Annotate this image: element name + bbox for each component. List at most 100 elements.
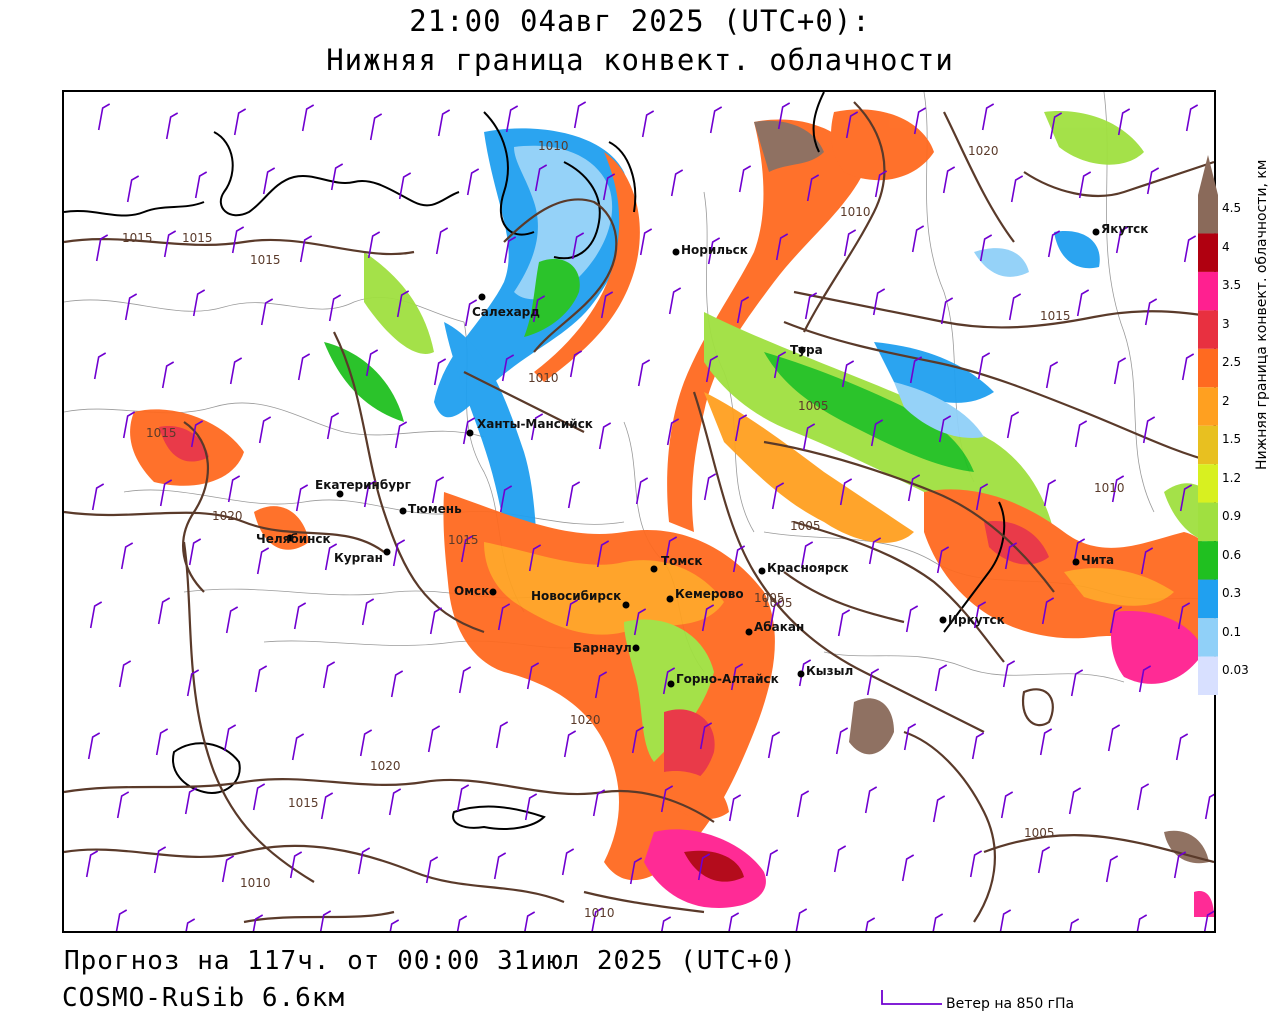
wind-barb <box>1068 787 1082 815</box>
wind-barb <box>1175 733 1189 761</box>
wind-barb <box>1144 298 1158 326</box>
colorbar-title: Нижняя граница конвект. облачности, км <box>1254 159 1270 470</box>
wind-barb <box>864 786 878 814</box>
wind-barb <box>433 358 447 386</box>
wind-barb <box>765 849 779 877</box>
wind-barb <box>330 163 344 191</box>
isobar-label: 1010 <box>528 371 559 385</box>
wind-barb <box>532 295 546 323</box>
wind-barb <box>1047 230 1061 258</box>
wind-barb <box>637 359 651 387</box>
wind-barb <box>942 166 956 194</box>
wind-barb <box>569 350 583 378</box>
wind-barb <box>565 599 579 627</box>
wind-barb <box>361 598 375 626</box>
wind-barb <box>223 724 237 752</box>
wind-barb <box>93 352 107 380</box>
svg-text:Тура: Тура <box>790 343 823 357</box>
wind-barb <box>289 851 303 879</box>
colorbar-tick-label: 0.1 <box>1222 624 1242 639</box>
wind-barb <box>165 112 179 140</box>
svg-text:Челябинск: Челябинск <box>256 532 331 546</box>
svg-text:Тюмень: Тюмень <box>408 502 462 516</box>
wind-barb <box>394 421 408 449</box>
wind-barb <box>845 111 859 139</box>
svg-text:Якутск: Якутск <box>1101 222 1148 236</box>
wind-barb <box>800 541 814 569</box>
wind-barb <box>322 661 336 689</box>
wind-barb <box>839 478 853 506</box>
colorbar-tick-label: 0.6 <box>1222 547 1242 562</box>
wind-barb <box>1111 475 1125 503</box>
wind-barb <box>1136 783 1150 811</box>
wind-barb <box>596 540 610 568</box>
wind-barb <box>1105 855 1119 883</box>
wind-barb <box>1074 420 1088 448</box>
wind-barb <box>1070 669 1084 697</box>
svg-text:Новосибирск: Новосибирск <box>531 589 621 603</box>
colorbar-segment <box>1198 502 1218 542</box>
wind-barb <box>592 789 606 817</box>
wind-barb <box>437 109 451 137</box>
wind-barb <box>297 353 311 381</box>
wind-barb <box>524 911 536 931</box>
colorbar-segment <box>1198 271 1218 311</box>
wind-barb <box>534 164 548 192</box>
wind-barb <box>1041 597 1055 625</box>
wind-barb <box>769 600 783 628</box>
wind-barb <box>837 609 851 637</box>
wind-barb <box>796 790 810 818</box>
wind-barb <box>1002 660 1016 688</box>
wind-barb <box>227 475 241 503</box>
isobar-label: 1005 <box>762 596 793 610</box>
wind-barb <box>120 542 134 570</box>
wind-barb <box>913 107 927 135</box>
wind-barb <box>186 669 200 697</box>
city-omsk: Омск <box>454 584 497 598</box>
wind-barb <box>670 169 684 197</box>
wind-barb <box>1140 547 1154 575</box>
wind-barb <box>1146 167 1160 195</box>
forecast-info: Прогноз на 117ч. от 00:00 31июл 2025 (UT… <box>64 946 797 976</box>
wind-barb <box>503 236 517 264</box>
wind-barb <box>973 601 987 629</box>
city-yakutsk: Якутск <box>1092 222 1148 236</box>
city-tomsk: Томск <box>650 554 703 573</box>
wind-barb <box>795 908 808 931</box>
wind-barb <box>591 907 604 931</box>
wind-barb <box>225 606 239 634</box>
wind-barb <box>736 296 750 324</box>
wind-barb <box>905 605 919 633</box>
city-markers: Салехард Норильск Якутск Тура Ханты-Манс… <box>256 222 1148 688</box>
wind-barb <box>190 420 204 448</box>
wind-barb <box>909 356 923 384</box>
wind-legend-icon <box>881 990 942 1005</box>
wind-barb <box>388 788 402 816</box>
wind-barb <box>866 668 880 696</box>
colorbar-tick-label: 0.03 <box>1222 663 1249 677</box>
colorbar-segment <box>1198 387 1218 426</box>
wind-barb <box>833 845 847 873</box>
wind-barb <box>903 723 917 751</box>
wind-barb <box>530 413 544 441</box>
city-chelyabinsk: Челябинск <box>256 532 331 546</box>
wind-barb <box>301 104 315 132</box>
colorbar-tick-label: 1.5 <box>1222 432 1242 447</box>
svg-text:Кызыл: Кызыл <box>806 664 853 678</box>
isobars <box>64 101 1214 924</box>
wind-barb <box>1000 791 1014 819</box>
wind-barb <box>835 727 849 755</box>
svg-text:Екатеринбург: Екатеринбург <box>315 478 411 492</box>
wind-barb <box>1117 108 1131 136</box>
wind-barb <box>118 660 132 688</box>
wind-barb <box>911 225 925 253</box>
city-khanty-mansiysk: Ханты-Мансийск <box>466 417 593 437</box>
wind-barb <box>1072 538 1086 566</box>
city-salekhard: Салехард <box>472 293 540 319</box>
wind-barb <box>95 234 109 262</box>
isobar-label: 1005 <box>754 591 785 605</box>
wind-barb <box>1076 289 1090 317</box>
wind-barb <box>262 167 276 195</box>
isobar-label: 1015 <box>122 231 153 245</box>
wind-barb <box>730 663 744 691</box>
